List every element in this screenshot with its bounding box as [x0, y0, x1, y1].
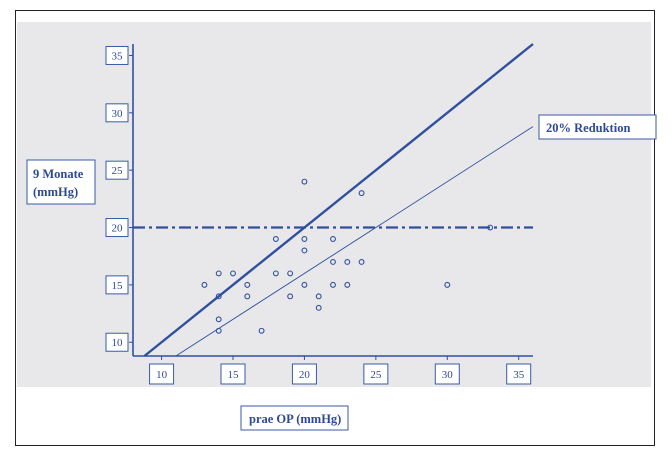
reference-lines: [133, 43, 534, 357]
x-tick-label: 30: [442, 369, 454, 381]
y-tick-box: [105, 103, 129, 123]
scatter-point: [215, 293, 222, 300]
y-tick-label: 30: [112, 108, 124, 120]
x-tick-label: 20: [299, 369, 311, 381]
x-tick-label: 35: [513, 369, 525, 381]
axes: [132, 44, 533, 357]
scatter-point: [215, 270, 222, 277]
y-axis-label: 9 Monate (mmHg): [26, 159, 96, 205]
x-tick-box: [506, 363, 532, 385]
x-tick-label: 15: [228, 369, 240, 381]
scatter-point: [358, 258, 365, 265]
reduction-label-text: 20% Reduktion: [546, 121, 630, 135]
scatter-point: [201, 281, 208, 288]
scatter-point: [301, 281, 308, 288]
y-tick-box: [105, 218, 129, 238]
y-tick-box: [105, 160, 129, 180]
reduction-label-box: [538, 114, 657, 140]
scatter-point: [344, 258, 351, 265]
scatter-point: [358, 190, 365, 197]
scatter-point: [272, 270, 279, 277]
scatter-point: [344, 281, 351, 288]
y-axis-label-box: [26, 159, 96, 205]
scatter-point: [287, 293, 294, 300]
scatter-point: [258, 327, 265, 334]
scatter-point: [244, 293, 251, 300]
scatter-point: [230, 270, 236, 277]
x-tick-label: 25: [370, 369, 382, 381]
scatter-point: [301, 178, 308, 185]
y-tick-label: 10: [112, 337, 124, 349]
x-tick-label: 10: [156, 369, 168, 381]
identity-line: [143, 43, 534, 357]
data-points: [201, 178, 494, 334]
y-tick-label: 35: [112, 50, 124, 62]
scatter-point: [301, 247, 308, 254]
scatter-point: [330, 281, 336, 288]
x-tick-box: [363, 363, 389, 385]
y-axis-label-line-1: 9 Monate: [33, 167, 84, 181]
x-axis-label-box: [240, 405, 349, 431]
x-tick-box: [149, 363, 175, 385]
scatter-point: [330, 258, 336, 265]
x-tick-box: [291, 363, 317, 385]
y-tick-box: [105, 45, 129, 65]
y-tick-box: [105, 275, 129, 295]
y-axis-label-line-2: (mmHg): [33, 185, 78, 199]
x-tick-box: [434, 363, 460, 385]
scatter-point: [244, 281, 251, 288]
y-tick-label: 25: [112, 165, 124, 177]
scatter-point: [444, 281, 451, 288]
scatter-point: [272, 236, 279, 242]
scatter-point: [487, 224, 494, 231]
y-tick-box: [105, 332, 129, 352]
scatter-point: [301, 236, 308, 242]
y-tick-label: 20: [112, 223, 124, 235]
x-axis-label-text: prae OP (mmHg): [249, 412, 341, 426]
scatter-point: [330, 236, 336, 242]
x-tick-box: [220, 363, 246, 385]
tick-labels: 10 15 20 25 30 35 10 15 20 25 30 35: [105, 45, 532, 385]
x-axis-label: prae OP (mmHg): [240, 405, 349, 431]
scatter-point: [315, 304, 322, 311]
reduction-line-annotation: 20% Reduktion: [538, 114, 657, 140]
scatter-point: [215, 316, 222, 323]
scatter-point: [215, 327, 222, 334]
scatter-point: [315, 293, 322, 300]
reduction-line: [175, 126, 534, 357]
scatter-point: [287, 270, 294, 277]
y-tick-label: 15: [112, 280, 124, 292]
